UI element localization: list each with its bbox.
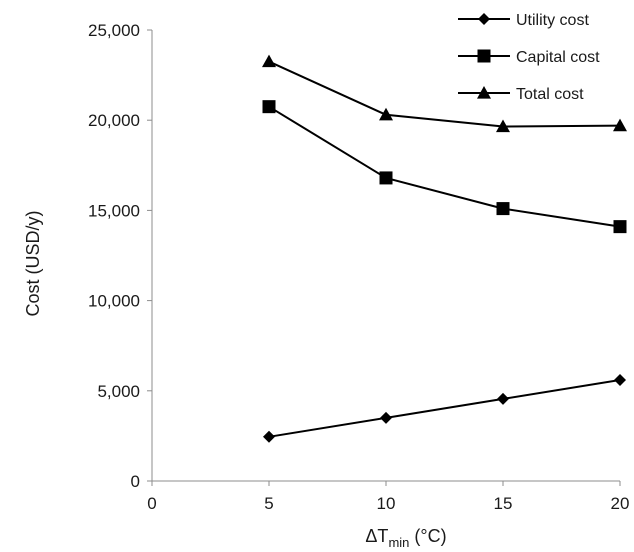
legend-label-capital-cost: Capital cost: [516, 49, 600, 66]
x-tick-label: 10: [377, 494, 396, 513]
y-tick-label: 5,000: [97, 382, 140, 401]
total-cost-point: [613, 118, 627, 132]
capital-cost-line: [268, 105, 621, 228]
utility-cost-point: [380, 411, 392, 424]
capital-cost-point: [613, 220, 627, 234]
total-cost-point: [379, 107, 393, 121]
total-cost-point: [262, 54, 276, 68]
capital-cost-point: [379, 171, 393, 185]
capital-cost-point: [262, 100, 276, 114]
y-axis-title: Cost (USD/y): [23, 210, 43, 316]
total-cost-point: [496, 119, 510, 133]
legend-marker-utility-cost: [478, 13, 490, 25]
x-tick-label: 15: [494, 494, 513, 513]
utility-cost-line: [268, 378, 621, 438]
y-tick-label: 0: [131, 472, 140, 491]
legend-label-total-cost: Total cost: [516, 86, 584, 103]
x-tick-label: 5: [264, 494, 273, 513]
y-tick-label: 10,000: [88, 292, 140, 311]
y-tick-label: 15,000: [88, 201, 140, 220]
y-tick-label: 25,000: [88, 21, 140, 40]
x-tick-label: 20: [611, 494, 630, 513]
x-tick-label: 0: [147, 494, 156, 513]
legend-marker-capital-cost: [477, 49, 491, 63]
utility-cost-point: [497, 392, 509, 405]
utility-cost-point: [614, 373, 626, 386]
x-axis-title: ΔTmin (°C): [365, 526, 446, 550]
y-tick-label: 20,000: [88, 111, 140, 130]
utility-cost-point: [263, 430, 275, 443]
capital-cost-point: [496, 202, 510, 216]
legend-marker-total-cost: [477, 86, 491, 99]
legend-label-utility-cost: Utility cost: [516, 12, 589, 29]
total-cost-line: [268, 60, 621, 128]
